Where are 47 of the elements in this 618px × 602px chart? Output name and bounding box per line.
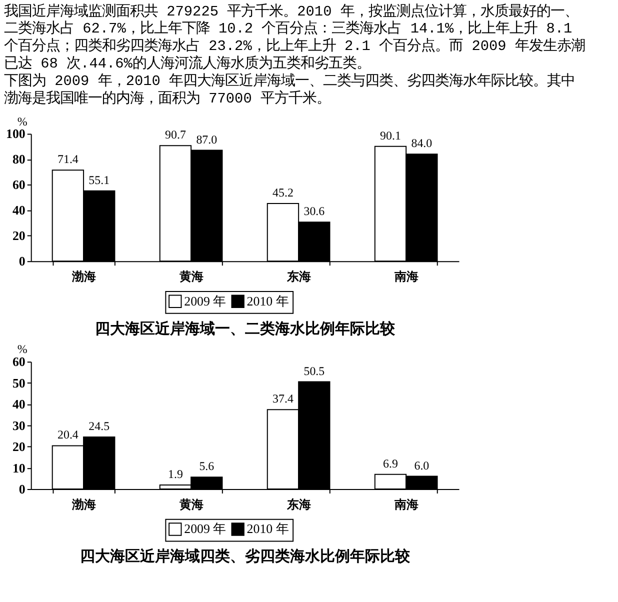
y-tick-label: 30 bbox=[12, 418, 26, 433]
y-tick-label: 60 bbox=[12, 354, 26, 370]
y-axis-title: % bbox=[17, 114, 28, 128]
data-label: 30.6 bbox=[304, 204, 325, 218]
y-tick-label: 20 bbox=[12, 228, 26, 244]
data-label: 55.1 bbox=[88, 172, 110, 187]
x-tick-label: 东海 bbox=[286, 270, 312, 284]
text: 我国近岸海域监测面积共 279225 平方千米。2010 年，按监测点位计算，水质最好的一、二类海水占 62.7%，比上年下降 10.2 个百分点：三类海水占 14.1%，比上年上升 8.1 个百分点；四类和劣四类海水占 23.2%，比上年上升 2.1 个百分点。而 2009 年发生赤潮已达 68 次.44.6%的人海河流人海水质为五类和劣五类。 bbox=[4, 3, 585, 73]
x-tick-label: 南海 bbox=[394, 497, 419, 512]
y-tick-label: 40 bbox=[12, 202, 26, 218]
data-label: 20.4 bbox=[58, 428, 78, 442]
x-tick-label: 渤海 bbox=[71, 497, 96, 512]
y-tick-label: 40 bbox=[12, 396, 26, 412]
x-tick-label: 黄海 bbox=[178, 270, 204, 284]
y-tick-label: 100 bbox=[6, 126, 26, 142]
data-label: 90.7 bbox=[165, 128, 186, 142]
x-tick-label: 南海 bbox=[394, 270, 419, 284]
legend-label: 2009 年 bbox=[184, 293, 226, 308]
data-label: 45.2 bbox=[272, 186, 294, 200]
y-tick-label: 50 bbox=[12, 375, 26, 390]
text: 下图为 2009 年，2010 年四大海区近岸海域一、二类与四类、劣四类海水年际比较。其中渤海是我国唯一的内海，面积为 77000 平方千米。 bbox=[4, 72, 576, 108]
data-label: 90.1 bbox=[380, 128, 401, 142]
x-tick-label: 黄海 bbox=[178, 497, 204, 512]
data-label: 37.4 bbox=[272, 392, 294, 406]
legend-label: 2010 年 bbox=[246, 293, 289, 308]
data-label: 1.9 bbox=[168, 467, 183, 482]
y-tick-label: 0 bbox=[18, 481, 26, 496]
y-axis-title: % bbox=[17, 342, 28, 356]
data-label: 24.5 bbox=[88, 419, 110, 434]
data-label: 6.9 bbox=[383, 456, 398, 470]
y-tick-label: 10 bbox=[12, 460, 26, 476]
legend-label: 2010 年 bbox=[246, 521, 289, 536]
y-tick-label: 20 bbox=[12, 439, 26, 454]
y-tick-label: 80 bbox=[12, 152, 26, 167]
y-tick-label: 60 bbox=[12, 177, 26, 192]
legend-label: 2009 年 bbox=[184, 521, 226, 536]
data-label: 71.4 bbox=[58, 152, 78, 166]
y-tick-label: 0 bbox=[18, 254, 26, 269]
text: 四大海区近岸海域四类、劣四类海水比例年际比较 bbox=[80, 548, 411, 566]
x-tick-label: 渤海 bbox=[71, 270, 96, 284]
data-label: 87.0 bbox=[196, 132, 218, 146]
data-label: 5.6 bbox=[199, 459, 214, 474]
x-tick-label: 东海 bbox=[286, 497, 312, 512]
data-label: 50.5 bbox=[304, 364, 325, 378]
data-label: 84.0 bbox=[411, 136, 432, 150]
data-label: 6.0 bbox=[414, 458, 430, 472]
text: 四大海区近岸海域一、二类海水比例年际比较 bbox=[94, 320, 396, 338]
